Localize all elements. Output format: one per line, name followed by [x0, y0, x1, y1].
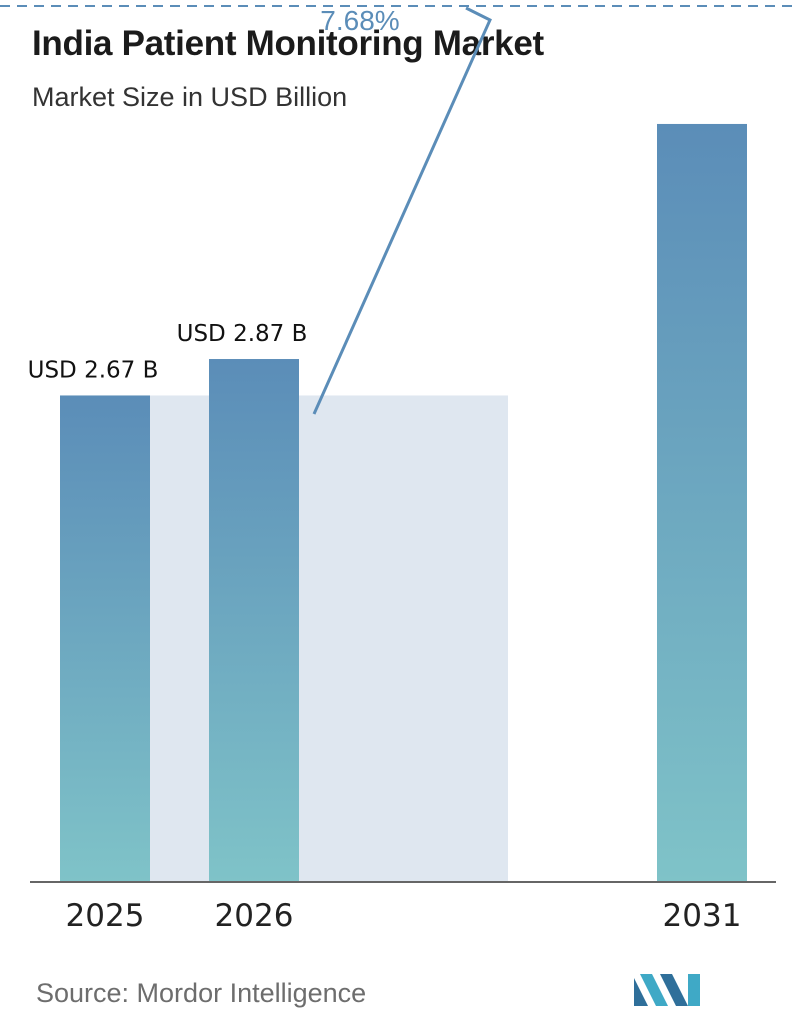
- page-subtitle: Market Size in USD Billion: [32, 82, 348, 112]
- x-tick-label: 2026: [215, 898, 294, 934]
- data-labels: USD 2.67 B USD 2.87 B: [28, 321, 308, 383]
- bar-data-label: USD 2.67 B: [28, 357, 159, 383]
- cagr-indicator: 7.68%: [312, 5, 492, 415]
- source-label: Source: Mordor Intelligence: [36, 978, 367, 1008]
- cagr-label: 7.68%: [320, 5, 399, 36]
- bar-2025: [60, 395, 150, 882]
- bar-2031: [657, 123, 747, 882]
- bar-data-label: USD 2.87 B: [177, 321, 308, 347]
- bars-group: [60, 123, 747, 882]
- bar-2026: [209, 359, 299, 882]
- mordor-intelligence-logo: [634, 974, 700, 1006]
- page-title: India Patient Monitoring Market: [32, 24, 544, 63]
- x-tick-label: 2025: [66, 898, 145, 934]
- x-tick-label: 2031: [663, 898, 742, 934]
- x-tick-labels: 2025 2026 2031: [66, 898, 742, 934]
- cagr-arrow-line: [312, 6, 492, 415]
